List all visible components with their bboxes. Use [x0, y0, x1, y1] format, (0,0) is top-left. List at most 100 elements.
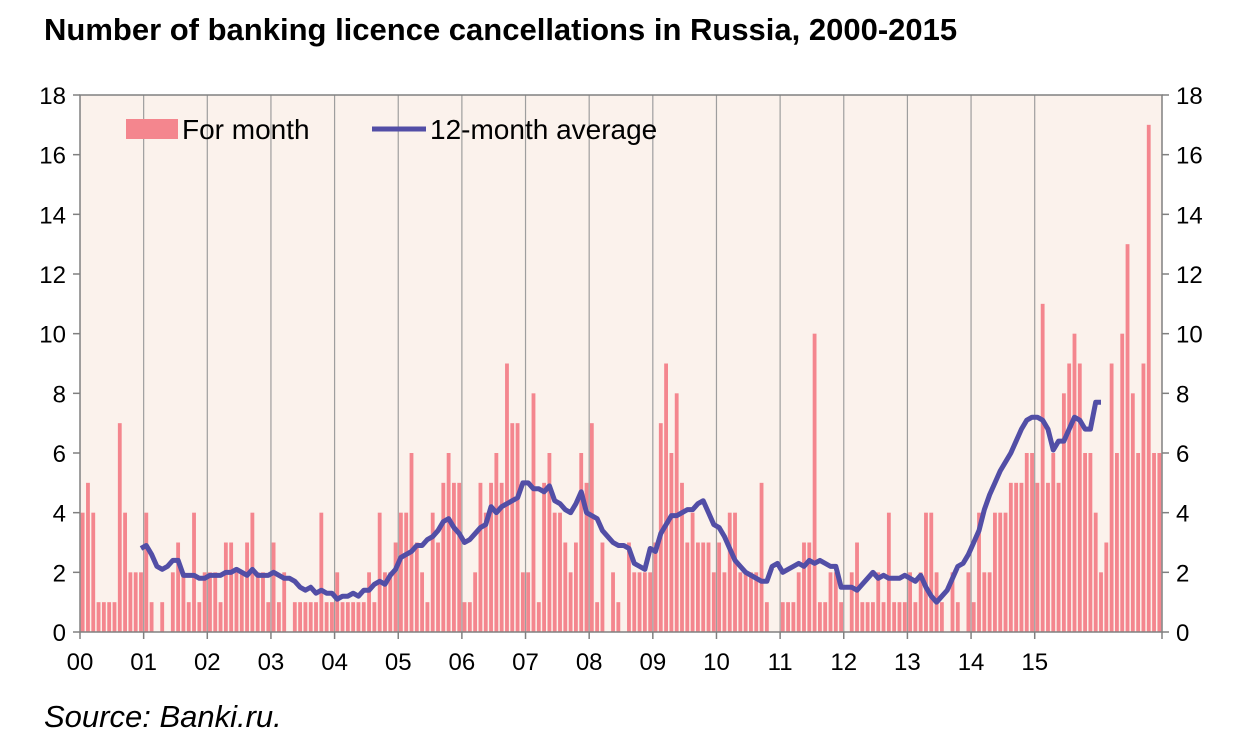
bar — [292, 602, 297, 632]
bar — [685, 542, 690, 632]
bar — [107, 602, 112, 632]
bar — [706, 542, 711, 632]
x-tick-label: 11 — [768, 649, 793, 676]
bar — [812, 333, 817, 632]
bar — [234, 572, 239, 632]
bar — [1061, 393, 1066, 632]
bar — [160, 602, 165, 632]
bar — [1035, 482, 1040, 632]
y-tick-label-right: 14 — [1176, 202, 1203, 229]
bar — [123, 512, 127, 632]
bar — [345, 602, 350, 632]
x-tick-label: 00 — [67, 649, 94, 676]
bar — [436, 542, 440, 632]
y-tick-label-left: 12 — [39, 262, 66, 289]
bar — [1157, 453, 1162, 632]
bar — [929, 512, 934, 632]
bar — [393, 542, 398, 632]
bar — [531, 393, 536, 632]
bar — [261, 572, 265, 632]
bar — [282, 572, 287, 632]
bar — [176, 542, 181, 632]
bar — [319, 512, 324, 632]
plot-background — [80, 95, 1162, 632]
bar — [361, 602, 366, 632]
bar — [1014, 482, 1019, 632]
bar — [669, 453, 674, 632]
y-tick-label-left: 10 — [39, 322, 66, 349]
bar — [80, 512, 85, 632]
bar — [303, 602, 308, 632]
bar — [1077, 363, 1082, 632]
x-tick-label: 15 — [1021, 649, 1048, 676]
bars-for-month — [80, 124, 1162, 633]
bar — [271, 542, 276, 632]
bar — [786, 602, 790, 632]
bar — [473, 572, 478, 632]
bar — [1056, 482, 1061, 632]
bar — [664, 363, 668, 632]
bar — [982, 572, 987, 632]
bar — [197, 602, 202, 632]
bar — [637, 572, 642, 632]
y-tick-label-right: 18 — [1176, 83, 1203, 110]
bar — [441, 482, 446, 632]
bar — [1125, 244, 1130, 633]
bar — [913, 602, 918, 632]
bar — [717, 542, 722, 632]
bar — [892, 602, 897, 632]
bar — [223, 542, 228, 632]
x-tick-label: 08 — [576, 649, 603, 676]
grid-lines — [143, 95, 1036, 632]
bar — [876, 572, 881, 632]
bar — [245, 542, 249, 632]
x-tick-label: 02 — [194, 649, 221, 676]
x-tick-label: 04 — [321, 649, 348, 676]
bar — [802, 542, 806, 632]
bar — [833, 572, 838, 632]
bar — [1051, 453, 1056, 632]
bar — [1109, 363, 1114, 632]
bar — [515, 423, 520, 632]
bar — [1067, 363, 1072, 632]
bar — [743, 572, 748, 632]
legend: For month 12-month average — [126, 114, 657, 145]
bar — [266, 602, 271, 632]
bar — [865, 602, 870, 632]
bar — [181, 572, 186, 632]
bar — [483, 512, 488, 632]
bar — [886, 512, 891, 632]
bar — [1008, 482, 1013, 632]
bar — [807, 542, 812, 632]
y-tick-label-right: 8 — [1176, 381, 1189, 408]
bar — [881, 602, 886, 632]
bar — [1136, 453, 1141, 632]
bar — [101, 602, 106, 632]
bar — [356, 602, 361, 632]
bar — [653, 542, 658, 632]
bar — [897, 602, 902, 632]
bar — [202, 572, 207, 632]
bar — [627, 542, 631, 632]
bar — [478, 482, 483, 632]
x-tick-label: 01 — [130, 649, 157, 676]
bar — [696, 542, 700, 632]
bar — [96, 602, 101, 632]
bar — [414, 542, 419, 632]
bar — [192, 512, 196, 632]
bar — [924, 512, 928, 632]
bar — [457, 482, 462, 632]
bar — [600, 542, 605, 632]
x-tick-label: 10 — [703, 649, 730, 676]
bar — [208, 572, 212, 632]
bar — [823, 602, 828, 632]
x-tick-label: 12 — [830, 649, 857, 676]
bar — [658, 423, 663, 632]
bar — [574, 542, 578, 632]
bar — [1152, 453, 1156, 632]
bar — [977, 512, 981, 632]
bar — [314, 602, 318, 632]
bar — [616, 602, 621, 632]
x-tick-label: 07 — [512, 649, 539, 676]
